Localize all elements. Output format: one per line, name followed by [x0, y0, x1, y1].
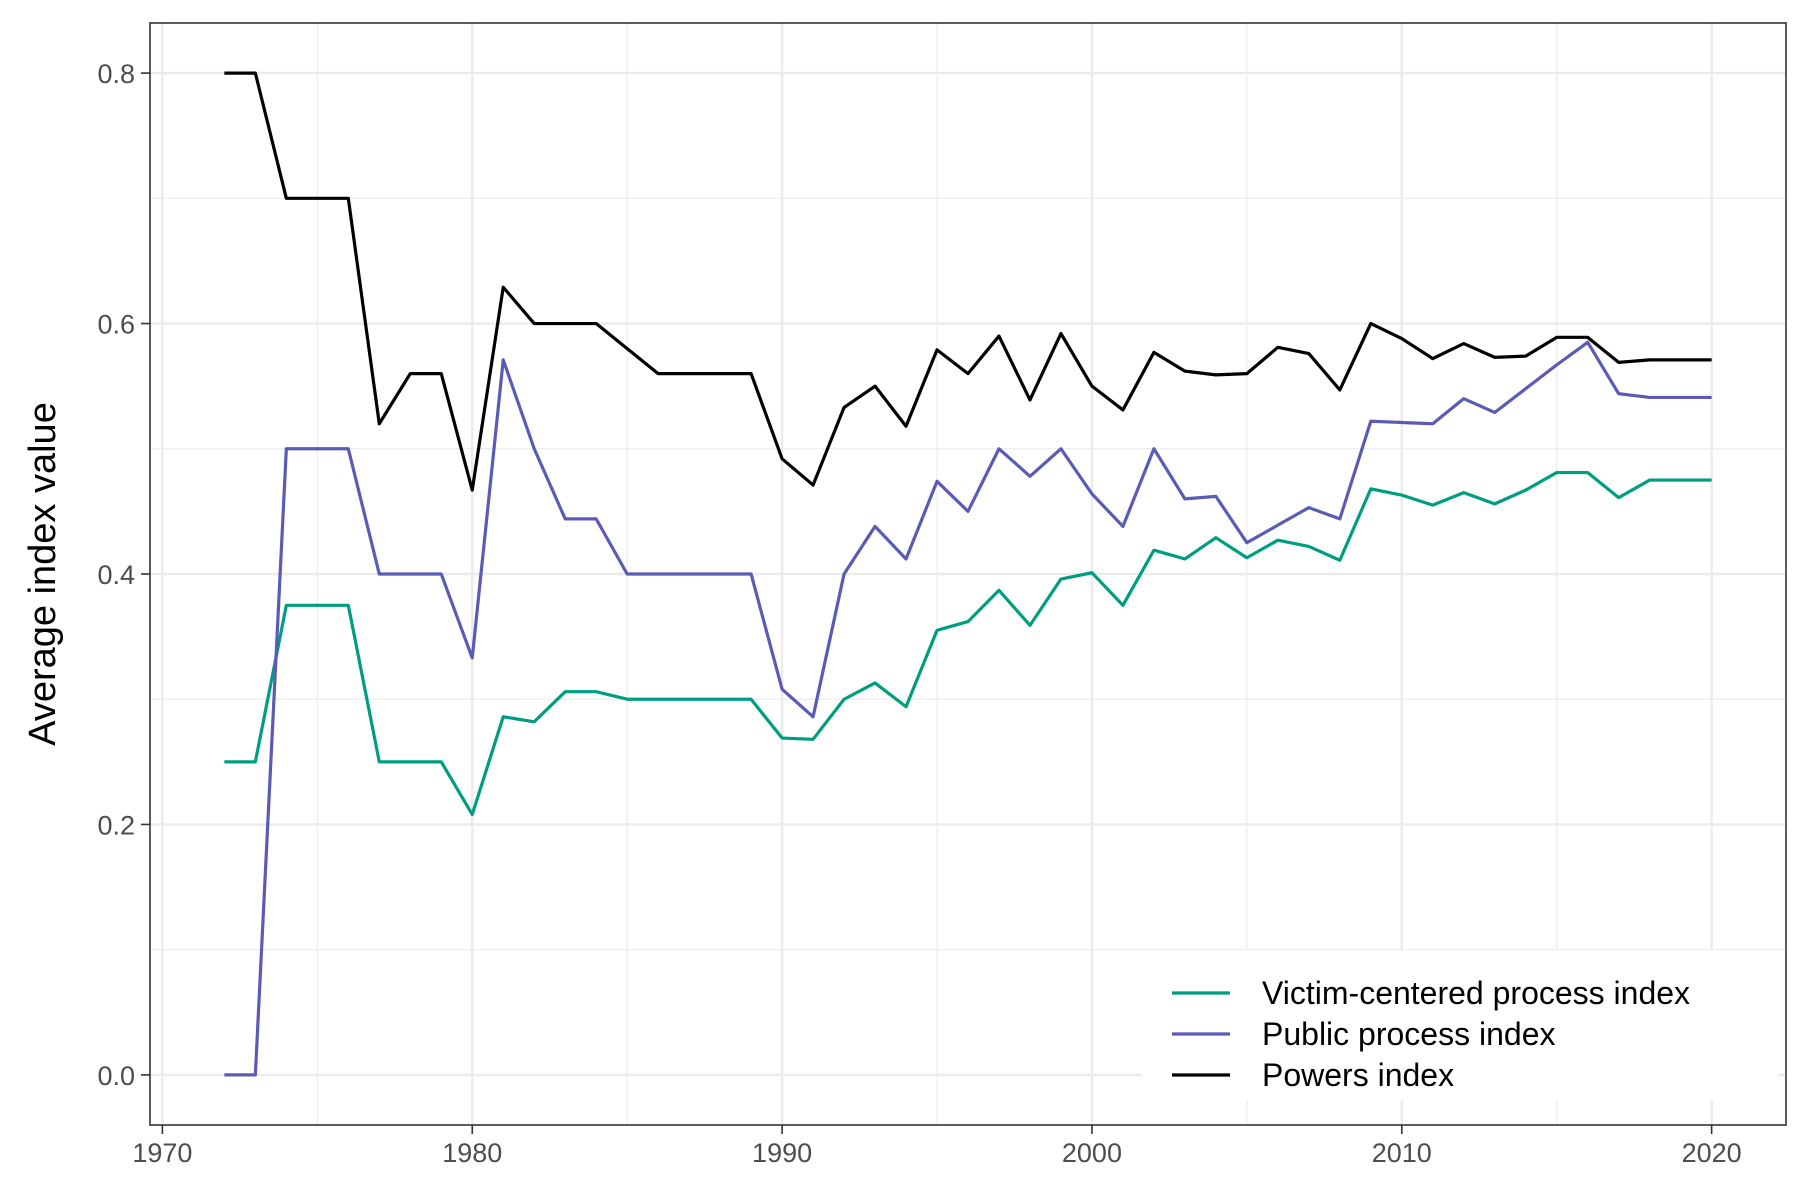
x-tick-label: 2010 [1372, 1138, 1432, 1168]
legend: Victim-centered process index Public proc… [1142, 950, 1778, 1100]
x-tick-label: 2020 [1682, 1138, 1742, 1168]
axis-ticks [141, 72, 1713, 1134]
y-axis-title: Average index value [22, 402, 64, 746]
y-tick-label: 0.0 [97, 1061, 135, 1091]
major-gridlines [150, 23, 1786, 1125]
x-tick-label: 1980 [442, 1138, 502, 1168]
series-lines [224, 71, 1712, 1077]
x-tick-label: 2000 [1062, 1138, 1122, 1168]
y-tick-label: 0.2 [97, 810, 135, 840]
y-tick-label: 0.4 [97, 560, 135, 590]
legend-label: Public process index [1262, 1016, 1555, 1052]
y-tick-label: 0.6 [97, 310, 135, 340]
series-line-powers-index [224, 71, 1712, 492]
legend-background [1142, 950, 1778, 1100]
x-tick-label: 1970 [132, 1138, 192, 1168]
legend-label: Victim-centered process index [1262, 975, 1690, 1011]
series-line-victim-centered-process-index [224, 470, 1712, 817]
legend-label: Powers index [1262, 1057, 1454, 1093]
series-line-public-process-index [224, 340, 1712, 1077]
x-tick-label: 1990 [752, 1138, 812, 1168]
tick-labels: 1970 1980 1990 2000 2010 2020 0.0 0.2 0.4 0.6 0.8 [97, 59, 1741, 1168]
y-tick-label: 0.8 [97, 59, 135, 89]
